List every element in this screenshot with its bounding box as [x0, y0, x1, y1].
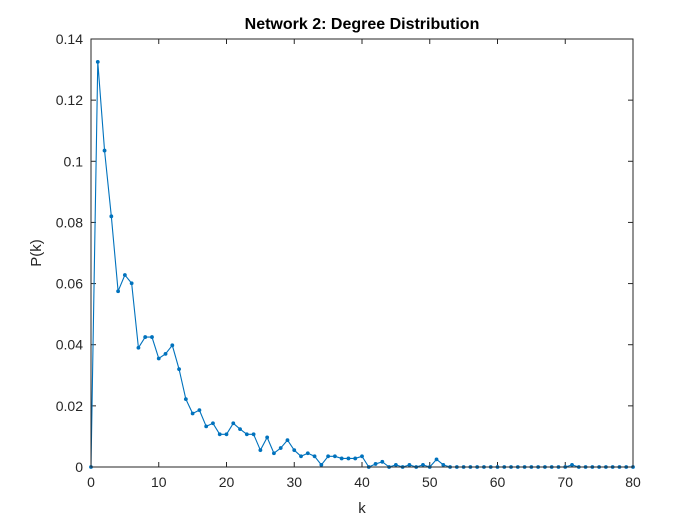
data-point	[421, 462, 425, 467]
data-point	[292, 448, 297, 453]
x-tick-label: 0	[87, 474, 95, 490]
data-point	[353, 456, 358, 461]
plot-area	[91, 39, 633, 467]
data-point	[244, 432, 249, 437]
x-axis-label: k	[358, 500, 366, 517]
data-point	[177, 367, 181, 372]
y-tick-label: 0.14	[56, 31, 83, 47]
y-tick-label: 0.02	[56, 398, 83, 414]
data-point	[258, 448, 263, 453]
data-point	[251, 432, 256, 437]
data-point	[122, 273, 127, 277]
ticks-layer: 0 10 20 30 40 50 60 70 80 0 0.02 0.04 0.06 0.08 0.1 0.1…	[56, 31, 641, 490]
data-point	[170, 343, 175, 348]
chart-title: Network 2: Degree Distribution	[245, 16, 480, 33]
data-point	[570, 462, 574, 467]
data-point	[272, 451, 276, 456]
x-tick-label: 30	[286, 474, 302, 490]
data-point	[265, 435, 270, 440]
y-tick-label: 0.06	[56, 276, 83, 292]
y-tick-label: 0.04	[56, 337, 83, 353]
y-tick-label: 0.1	[64, 153, 84, 169]
data-point	[217, 432, 222, 437]
data-point	[312, 454, 317, 459]
data-point	[407, 462, 412, 467]
data-point	[116, 289, 120, 294]
data-point	[380, 459, 385, 464]
data-point	[333, 454, 337, 459]
data-point	[95, 60, 100, 64]
x-tick-label: 80	[625, 474, 641, 490]
data-point	[143, 335, 148, 339]
y-tick-label: 0.08	[56, 214, 83, 230]
series-layer	[89, 60, 635, 469]
y-tick-label: 0.12	[56, 92, 83, 108]
data-point	[109, 214, 114, 219]
data-point	[319, 462, 324, 467]
axes-box	[90, 38, 634, 468]
x-tick-label: 70	[557, 474, 573, 490]
x-tick-label: 20	[219, 474, 235, 490]
data-point	[346, 456, 351, 461]
data-point	[102, 148, 107, 153]
x-tick-label: 60	[490, 474, 506, 490]
data-point	[231, 421, 236, 426]
data-point	[285, 438, 290, 442]
data-point	[211, 421, 215, 426]
data-point	[326, 454, 331, 459]
data-point	[339, 456, 344, 461]
data-point	[360, 454, 364, 459]
x-tick-label: 50	[422, 474, 438, 490]
x-tick-label: 10	[151, 474, 167, 490]
data-point	[224, 432, 229, 437]
data-point	[278, 446, 283, 450]
data-point	[129, 281, 134, 286]
data-point	[204, 424, 209, 429]
data-point	[197, 408, 202, 413]
data-point	[373, 462, 378, 466]
data-point	[441, 462, 446, 467]
data-point	[305, 451, 310, 456]
data-point	[163, 351, 168, 356]
data-point	[238, 427, 242, 431]
data-point	[136, 345, 141, 350]
data-point	[183, 397, 188, 402]
axes-frame	[90, 38, 634, 468]
y-axis-label: P(k)	[28, 239, 45, 267]
data-point	[299, 454, 303, 459]
y-tick-label: 0	[75, 459, 83, 475]
x-tick-label: 40	[354, 474, 370, 490]
data-point	[393, 462, 398, 467]
data-point	[156, 356, 161, 361]
data-point	[150, 335, 154, 339]
data-point	[434, 457, 439, 462]
data-point	[190, 411, 195, 416]
